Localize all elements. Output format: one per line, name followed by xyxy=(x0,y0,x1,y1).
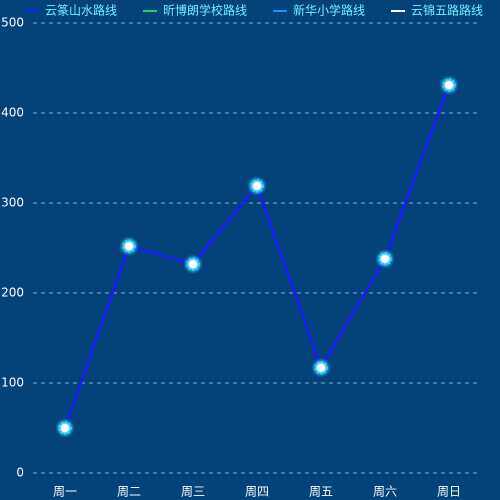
y-tick-label: 100 xyxy=(1,376,24,390)
marker-ring xyxy=(122,239,136,253)
y-tick-label: 300 xyxy=(1,196,24,210)
x-tick-label: 周四 xyxy=(245,485,269,499)
x-tick-label: 周六 xyxy=(373,485,397,499)
y-tick-label: 200 xyxy=(1,286,24,300)
point-marker xyxy=(439,75,459,96)
point-marker xyxy=(183,254,203,275)
marker-ring xyxy=(250,179,264,193)
marker-ring xyxy=(442,78,456,92)
marker-core xyxy=(445,81,453,89)
marker-ring xyxy=(314,360,328,375)
point-marker xyxy=(247,175,267,196)
marker-core xyxy=(125,242,133,250)
marker-core xyxy=(317,364,325,372)
x-tick-label: 周三 xyxy=(181,485,205,499)
y-tick-label: 500 xyxy=(1,16,24,30)
point-marker xyxy=(119,236,139,257)
y-tick-label: 0 xyxy=(16,466,24,480)
legend-label: 昕博朗学校路线 xyxy=(163,3,247,18)
x-tick-label: 周一 xyxy=(53,485,77,499)
marker-ring xyxy=(186,257,200,271)
x-tick-label: 周日 xyxy=(437,485,461,499)
point-marker xyxy=(375,248,395,269)
marker-ring xyxy=(58,421,72,435)
legend-label: 云篆山水路线 xyxy=(45,3,117,18)
marker-ring xyxy=(378,252,392,266)
marker-core xyxy=(189,260,197,268)
marker-core xyxy=(61,424,69,432)
marker-core xyxy=(381,255,389,263)
point-marker xyxy=(55,418,75,438)
marker-core xyxy=(253,182,261,190)
legend-label: 云锦五路路线 xyxy=(411,3,483,18)
x-tick-label: 周五 xyxy=(309,485,333,499)
point-marker xyxy=(311,357,331,378)
x-tick-label: 周二 xyxy=(117,485,141,499)
y-tick-label: 400 xyxy=(1,106,24,120)
legend-label: 新华小学路线 xyxy=(293,3,365,18)
